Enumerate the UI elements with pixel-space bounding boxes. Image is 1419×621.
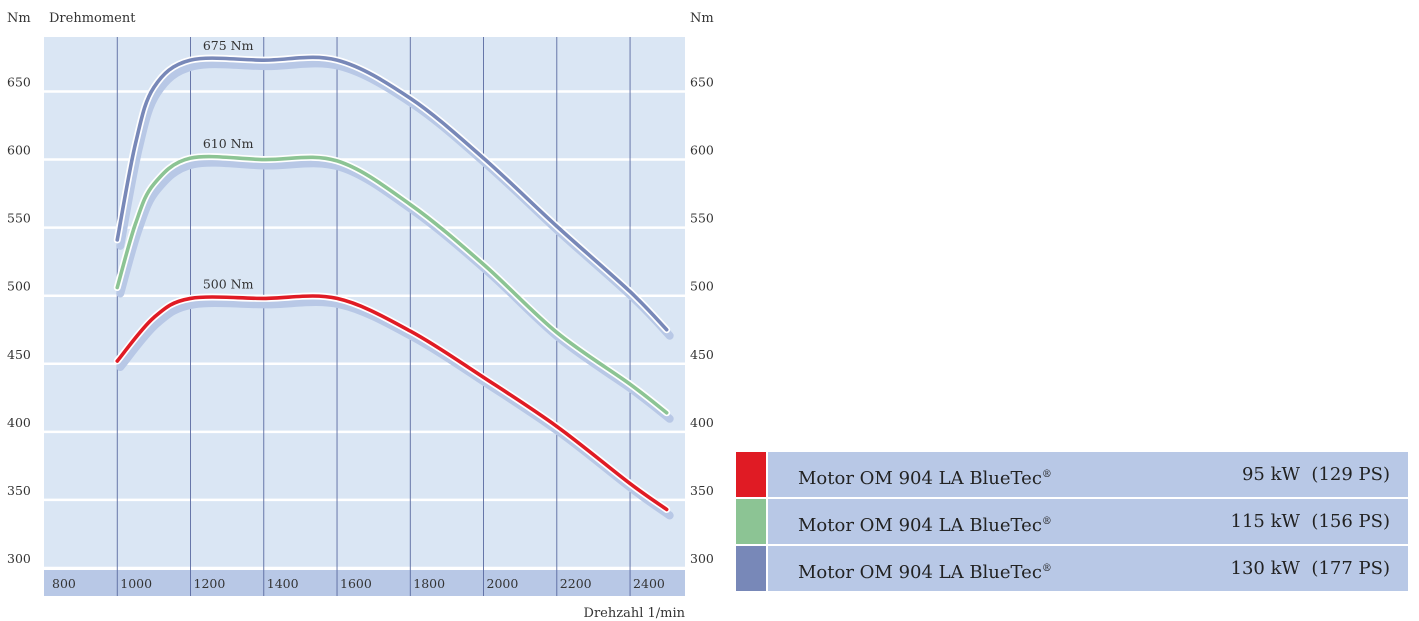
y-tick-label-left: 300 — [7, 551, 31, 566]
y-tick-label-left: 600 — [7, 143, 31, 158]
y-unit-right: Nm — [690, 11, 714, 26]
x-tick-label: 800 — [52, 576, 76, 591]
y-axis-left: 300 350 400 450 500 550 600 650 — [7, 74, 31, 566]
x-tick-label: 1800 — [413, 576, 445, 591]
legend-power: 95 kW (129 PS) — [1241, 464, 1390, 485]
legend-swatch-red — [736, 452, 768, 497]
x-axis-band — [44, 570, 685, 596]
x-tick-label: 2200 — [560, 576, 592, 591]
series-line — [115, 294, 669, 512]
series-lines — [113, 53, 674, 520]
x-tick-label: 1600 — [340, 576, 372, 591]
peak-labels: 500 Nm 610 Nm 675 Nm — [203, 38, 254, 291]
y-tick-label-left: 400 — [7, 415, 31, 430]
peak-label: 500 Nm — [203, 276, 254, 291]
y-unit-left: Nm — [7, 11, 31, 26]
legend-swatch-blue — [736, 546, 768, 591]
y-tick-label-left: 550 — [7, 211, 31, 226]
peak-label: 675 Nm — [203, 38, 254, 53]
legend-item: Motor OM 904 LA BlueTec® 130 kW (177 PS) — [736, 546, 1408, 591]
y-tick-label-right: 350 — [690, 483, 714, 498]
legend-item: Motor OM 904 LA BlueTec® 95 kW (129 PS) — [736, 452, 1408, 497]
torque-chart: 300 350 400 450 500 550 600 650 300 350 400 450 500… — [7, 11, 714, 621]
y-tick-label-right: 400 — [690, 415, 714, 430]
y-tick-label-right: 550 — [690, 211, 714, 226]
x-tick-label: 1200 — [194, 576, 226, 591]
grid-lines — [44, 37, 685, 596]
series-line — [115, 154, 669, 415]
x-tick-label: 1400 — [267, 576, 299, 591]
x-axis: 800 1000 1200 1400 1600 1800 2000 2200 2400 — [52, 576, 665, 591]
y-tick-label-right: 300 — [690, 551, 714, 566]
y-tick-label-right: 650 — [690, 74, 714, 89]
legend-power: 130 kW (177 PS) — [1230, 558, 1391, 579]
series-line — [115, 55, 669, 332]
legend-engine-name: Motor OM 904 LA BlueTec® — [798, 515, 1052, 536]
legend-engine-name: Motor OM 904 LA BlueTec® — [798, 468, 1052, 489]
y-tick-label-left: 500 — [7, 279, 31, 294]
legend-power: 115 kW (156 PS) — [1230, 511, 1391, 532]
x-axis-label: Drehzahl 1/min — [584, 606, 686, 621]
y-tick-label-left: 650 — [7, 74, 31, 89]
y-tick-label-right: 500 — [690, 279, 714, 294]
legend-swatch-green — [736, 499, 768, 544]
legend-item: Motor OM 904 LA BlueTec® 115 kW (156 PS) — [736, 499, 1408, 544]
y-tick-label-left: 350 — [7, 483, 31, 498]
legend-engine-name: Motor OM 904 LA BlueTec® — [798, 562, 1052, 583]
peak-label: 610 Nm — [203, 136, 254, 151]
legend: Motor OM 904 LA BlueTec® 95 kW (129 PS) … — [736, 452, 1408, 593]
x-tick-label: 2400 — [633, 576, 665, 591]
y-axis-right: 300 350 400 450 500 550 600 650 — [690, 74, 714, 566]
y-tick-label-right: 600 — [690, 143, 714, 158]
y-tick-label-left: 450 — [7, 347, 31, 362]
x-tick-label: 1000 — [120, 576, 152, 591]
plot-background — [44, 37, 685, 568]
y-axis-label: Drehmoment — [49, 11, 136, 26]
x-tick-label: 2000 — [487, 576, 519, 591]
y-tick-label-right: 450 — [690, 347, 714, 362]
